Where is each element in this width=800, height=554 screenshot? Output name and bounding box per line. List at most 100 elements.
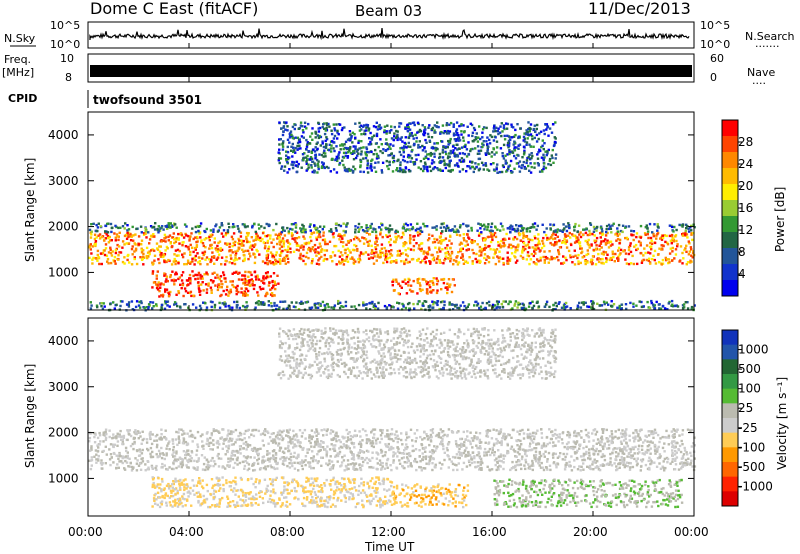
- heatmap-cell: [267, 234, 270, 237]
- heatmap-cell: [316, 438, 319, 441]
- heatmap-cell: [149, 430, 152, 434]
- heatmap-cell: [280, 250, 283, 253]
- heatmap-cell: [223, 303, 226, 306]
- heatmap-cell: [650, 301, 653, 305]
- heatmap-cell: [310, 261, 313, 265]
- heatmap-cell: [262, 301, 265, 304]
- heatmap-cell: [117, 254, 120, 257]
- heatmap-cell: [305, 301, 309, 304]
- heatmap-cell: [492, 162, 495, 165]
- heatmap-cell: [405, 258, 408, 261]
- heatmap-cell: [376, 255, 379, 258]
- heatmap-cell: [337, 234, 340, 237]
- heatmap-cell: [288, 136, 292, 139]
- heatmap-cell: [258, 285, 262, 289]
- heatmap-cell: [605, 230, 608, 234]
- heatmap-cell: [527, 467, 530, 470]
- heatmap-cell: [614, 252, 617, 256]
- heatmap-cell: [633, 440, 636, 443]
- heatmap-cell: [114, 249, 118, 252]
- heatmap-cell: [253, 244, 256, 247]
- heatmap-cell: [361, 439, 364, 442]
- heatmap-cell: [378, 123, 381, 127]
- heatmap-cell: [259, 236, 262, 240]
- heatmap-cell: [301, 229, 305, 232]
- heatmap-cell: [345, 168, 348, 171]
- heatmap-cell: [428, 286, 432, 289]
- heatmap-cell: [418, 449, 421, 452]
- heatmap-cell: [323, 304, 326, 307]
- heatmap-cell: [399, 153, 403, 157]
- heatmap-cell: [269, 237, 272, 240]
- heatmap-cell: [286, 129, 289, 132]
- heatmap-cell: [452, 259, 456, 262]
- heatmap-cell: [468, 460, 471, 464]
- heatmap-cell: [627, 246, 631, 249]
- heatmap-cell: [437, 241, 440, 244]
- heatmap-cell: [310, 467, 313, 470]
- heatmap-cell: [261, 456, 264, 459]
- heatmap-cell: [303, 428, 307, 432]
- heatmap-cell: [231, 238, 235, 241]
- heatmap-cell: [294, 222, 297, 225]
- heatmap-cell: [407, 153, 410, 157]
- heatmap-cell: [605, 257, 608, 260]
- heatmap-cell: [588, 229, 591, 233]
- heatmap-cell: [549, 223, 552, 226]
- heatmap-cell: [243, 467, 246, 470]
- heatmap-cell: [581, 256, 584, 259]
- heatmap-cell: [191, 434, 195, 437]
- heatmap-cell: [419, 167, 423, 171]
- heatmap-cell: [142, 249, 145, 252]
- heatmap-cell: [344, 140, 348, 143]
- heatmap-cell: [187, 306, 190, 309]
- heatmap-cell: [322, 259, 325, 262]
- heatmap-cell: [333, 141, 336, 144]
- heatmap-cell: [646, 230, 650, 233]
- heatmap-cell: [516, 259, 519, 262]
- heatmap-cell: [400, 260, 403, 263]
- heatmap-cell: [604, 243, 608, 246]
- heatmap-cell: [591, 432, 594, 435]
- heatmap-cell: [505, 232, 508, 236]
- heatmap-cell: [96, 253, 99, 257]
- heatmap-cell: [99, 302, 102, 305]
- heatmap-cell: [585, 445, 588, 448]
- heatmap-cell: [499, 453, 503, 456]
- heatmap-cell: [142, 252, 145, 256]
- heatmap-cell: [497, 127, 500, 130]
- heatmap-cell: [435, 142, 439, 145]
- heatmap-cell: [285, 456, 288, 459]
- heatmap-cell: [564, 225, 568, 228]
- heatmap-cell: [357, 261, 361, 264]
- heatmap-cell: [166, 247, 169, 250]
- heatmap-cell: [482, 126, 486, 129]
- heatmap-cell: [395, 261, 398, 264]
- heatmap-cell: [228, 245, 231, 249]
- heatmap-cell: [185, 279, 189, 282]
- heatmap-cell: [517, 144, 520, 147]
- heatmap-cell: [593, 234, 596, 237]
- heatmap-cell: [592, 248, 595, 252]
- heatmap-cell: [546, 257, 549, 260]
- heatmap-cell: [517, 447, 520, 451]
- heatmap-cell: [116, 463, 119, 466]
- heatmap-cell: [230, 443, 234, 446]
- heatmap-cell: [187, 261, 190, 265]
- heatmap-cell: [505, 122, 508, 125]
- heatmap-cell: [495, 306, 498, 310]
- heatmap-cell: [426, 168, 429, 171]
- heatmap-cell: [465, 224, 468, 227]
- heatmap-cell: [426, 153, 429, 156]
- heatmap-cell: [569, 236, 572, 239]
- nsky-label: N.Sky: [4, 32, 36, 45]
- colorbar-tick-label: 20: [738, 179, 753, 193]
- heatmap-cell: [300, 464, 304, 467]
- heatmap-cell: [656, 223, 659, 226]
- heatmap-cell: [338, 260, 341, 263]
- heatmap-cell: [503, 138, 507, 141]
- heatmap-cell: [464, 244, 467, 247]
- heatmap-cell: [299, 124, 303, 127]
- heatmap-cell: [325, 126, 328, 130]
- heatmap-cell: [504, 300, 507, 303]
